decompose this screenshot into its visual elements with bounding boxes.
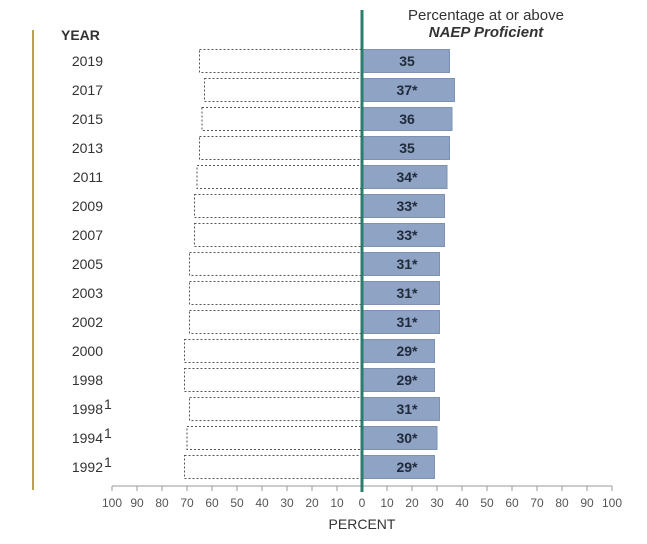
below-proficient-bar <box>184 455 363 479</box>
year-label: 2017 <box>72 82 103 98</box>
bar-value-label: 29* <box>396 372 418 388</box>
table-row: 2013 35 <box>72 136 450 160</box>
x-tick-label: 100 <box>102 496 122 510</box>
year-label: 2005 <box>72 256 103 272</box>
bar-value-label: 31* <box>396 285 418 301</box>
below-proficient-bar <box>194 194 363 218</box>
below-proficient-bar <box>189 281 363 305</box>
below-proficient-bar <box>201 107 363 131</box>
year-footnote: 1 <box>104 425 112 441</box>
year-label: 2015 <box>72 111 103 127</box>
x-tick-label: 0 <box>359 496 366 510</box>
bar-value-label: 35 <box>399 140 415 156</box>
x-tick-label: 50 <box>230 496 244 510</box>
below-proficient-bar <box>189 397 363 421</box>
bar-value-label: 29* <box>396 459 418 475</box>
year-label: 2011 <box>73 169 103 185</box>
below-proficient-bar <box>186 426 363 450</box>
x-tick-label: 20 <box>305 496 319 510</box>
table-row: 2003 31* <box>72 281 440 305</box>
below-proficient-bar <box>196 165 363 189</box>
table-row: 2005 31* <box>72 252 440 276</box>
table-row: 2007 33* <box>72 223 445 247</box>
bar-value-label: 35 <box>399 53 415 69</box>
x-tick-label: 90 <box>130 496 144 510</box>
table-row: 1992 1 29* <box>72 454 435 479</box>
x-tick-label: 70 <box>180 496 194 510</box>
below-proficient-bar <box>204 78 363 102</box>
year-label: 2019 <box>72 53 103 69</box>
table-row: 2000 29* <box>72 339 435 363</box>
year-label: 2000 <box>72 343 103 359</box>
bar-value-label: 33* <box>396 227 418 243</box>
below-proficient-bar <box>184 368 363 392</box>
year-header: YEAR <box>61 27 100 43</box>
x-tick-label: 70 <box>530 496 544 510</box>
year-label: 1998 <box>72 372 103 388</box>
bar-value-label: 33* <box>396 198 418 214</box>
table-row: 1998 29* <box>72 368 435 392</box>
year-label: 1992 <box>72 459 103 475</box>
year-label: 2007 <box>72 227 103 243</box>
x-tick-label: 80 <box>155 496 169 510</box>
below-proficient-bar <box>199 136 363 160</box>
below-proficient-bar <box>194 223 363 247</box>
table-row: 1998 1 31* <box>72 396 440 421</box>
bar-value-label: 37* <box>396 82 418 98</box>
header-line-2: NAEP Proficient <box>429 24 544 41</box>
header-line-1: Percentage at or above <box>408 7 564 24</box>
table-row: 2011 34* <box>73 165 448 189</box>
x-tick-label: 80 <box>555 496 569 510</box>
bar-value-label: 31* <box>396 256 418 272</box>
year-footnote: 1 <box>104 454 112 470</box>
x-tick-label: 20 <box>405 496 419 510</box>
x-tick-label: 30 <box>280 496 294 510</box>
x-tick-label: 60 <box>205 496 219 510</box>
x-tick-label: 30 <box>430 496 444 510</box>
year-label: 2003 <box>72 285 103 301</box>
year-label: 2002 <box>72 314 103 330</box>
below-proficient-bar <box>184 339 363 363</box>
x-axis-label: PERCENT <box>329 516 396 532</box>
bar-value-label: 34* <box>396 169 418 185</box>
table-row: 2002 31* <box>72 310 440 334</box>
below-proficient-bar <box>189 252 363 276</box>
x-tick-label: 10 <box>380 496 394 510</box>
below-proficient-bar <box>199 49 363 73</box>
x-tick-label: 40 <box>255 496 269 510</box>
bar-value-label: 36 <box>399 111 415 127</box>
bar-value-label: 31* <box>396 401 418 417</box>
year-label: 2009 <box>72 198 103 214</box>
table-row: 2017 37* <box>72 78 455 102</box>
year-label: 1994 <box>72 430 103 446</box>
table-row: 2019 35 <box>72 49 450 73</box>
bar-value-label: 31* <box>396 314 418 330</box>
x-tick-label: 50 <box>480 496 494 510</box>
year-label: 1998 <box>72 401 103 417</box>
table-row: 1994 1 30* <box>72 425 438 450</box>
year-label: 2013 <box>72 140 103 156</box>
bar-value-label: 30* <box>396 430 418 446</box>
x-tick-label: 40 <box>455 496 469 510</box>
x-tick-label: 60 <box>505 496 519 510</box>
table-row: 2015 36 <box>72 107 453 131</box>
x-axis-ticks: 100 90 80 70 60 50 40 30 20 10 0 10 20 30 40 50 60 70 80 90… <box>102 486 622 510</box>
bar-value-label: 29* <box>396 343 418 359</box>
below-proficient-bar <box>189 310 363 334</box>
x-tick-label: 100 <box>602 496 622 510</box>
x-tick-label: 10 <box>330 496 344 510</box>
table-row: 2009 33* <box>72 194 445 218</box>
year-footnote: 1 <box>104 396 112 412</box>
x-tick-label: 90 <box>580 496 594 510</box>
